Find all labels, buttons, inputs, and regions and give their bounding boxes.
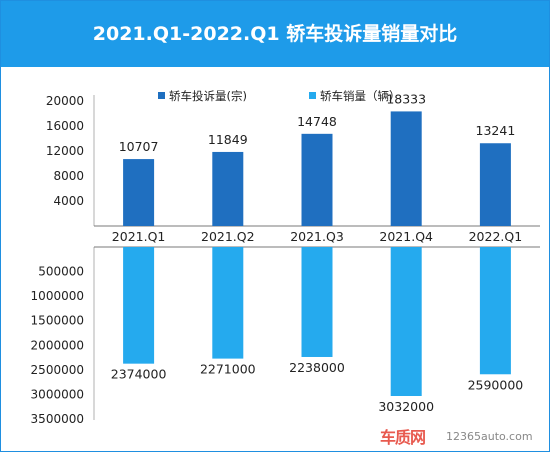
lower-y-tick-label: 1000000 bbox=[31, 289, 84, 303]
legend-label: 轿车销量（辆） bbox=[320, 89, 401, 103]
complaint-bar bbox=[479, 143, 511, 226]
chart-title: 2021.Q1-2022.Q1 轿车投诉量销量对比 bbox=[92, 23, 458, 45]
lower-y-tick-label: 2000000 bbox=[31, 338, 84, 352]
complaint-bar bbox=[212, 151, 244, 226]
sales-bar bbox=[123, 247, 155, 364]
x-category-label: 2021.Q4 bbox=[379, 229, 433, 244]
complaint-bar bbox=[123, 159, 155, 226]
complaint-value-label: 14748 bbox=[297, 114, 337, 129]
upper-y-tick-label: 20000 bbox=[46, 94, 84, 108]
x-category-label: 2022.Q1 bbox=[469, 229, 523, 244]
complaint-value-label: 13241 bbox=[476, 123, 516, 138]
complaint-value-label: 10707 bbox=[119, 139, 159, 154]
watermark-brand: 车质网 bbox=[380, 428, 426, 447]
complaint-bar bbox=[390, 111, 422, 226]
legend-swatch bbox=[158, 92, 165, 99]
sales-value-label: 2374000 bbox=[111, 367, 167, 382]
x-category-label: 2021.Q1 bbox=[112, 229, 166, 244]
sales-bar bbox=[301, 247, 333, 357]
legend-swatch bbox=[309, 92, 316, 99]
x-category-label: 2021.Q3 bbox=[290, 229, 344, 244]
legend-label: 轿车投诉量(宗) bbox=[169, 89, 247, 103]
sales-value-label: 2238000 bbox=[289, 360, 345, 375]
watermark: 车质网 12365auto.com bbox=[380, 424, 540, 448]
lower-y-tick-label: 1500000 bbox=[31, 314, 84, 328]
x-category-label: 2021.Q2 bbox=[201, 229, 255, 244]
sales-bar bbox=[479, 247, 511, 375]
upper-y-tick-label: 8000 bbox=[53, 169, 84, 183]
lower-y-tick-label: 2500000 bbox=[31, 363, 84, 377]
upper-y-tick-label: 4000 bbox=[53, 194, 84, 208]
upper-y-tick-label: 12000 bbox=[46, 144, 84, 158]
complaint-bar bbox=[301, 133, 333, 226]
title-banner: 2021.Q1-2022.Q1 轿车投诉量销量对比 bbox=[1, 1, 549, 67]
sales-bar bbox=[212, 247, 244, 359]
sales-bar bbox=[390, 247, 422, 397]
sales-value-label: 3032000 bbox=[378, 399, 434, 414]
sales-value-label: 2590000 bbox=[468, 377, 524, 392]
lower-y-tick-label: 3500000 bbox=[31, 412, 84, 426]
sales-value-label: 2271000 bbox=[200, 362, 256, 377]
lower-y-tick-label: 3000000 bbox=[31, 387, 84, 401]
upper-y-tick-label: 16000 bbox=[46, 119, 84, 133]
watermark-site: 12365auto.com bbox=[446, 430, 533, 443]
complaint-value-label: 18333 bbox=[386, 91, 426, 106]
lower-y-tick-label: 500000 bbox=[38, 265, 84, 279]
complaint-value-label: 11849 bbox=[208, 132, 248, 147]
